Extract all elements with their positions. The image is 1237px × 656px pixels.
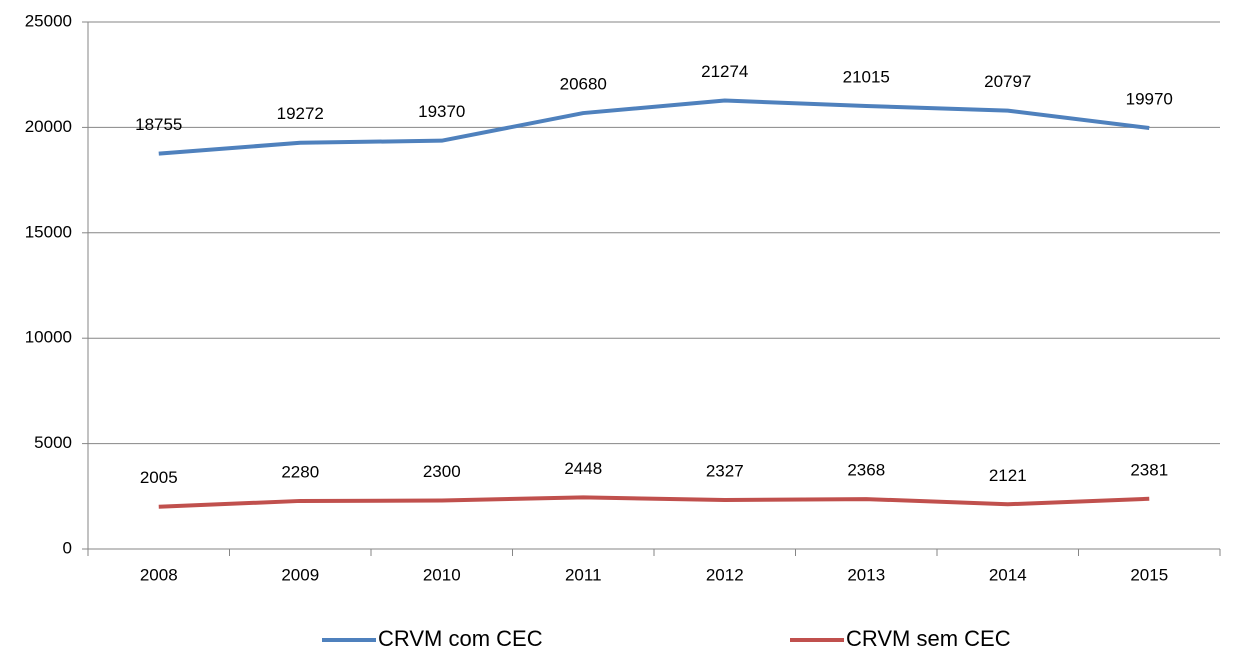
y-tick-label: 15000 (25, 222, 72, 241)
data-label: 2121 (989, 466, 1027, 485)
x-tick-label: 2015 (1130, 565, 1168, 584)
data-label: 2280 (281, 462, 319, 481)
data-label: 2448 (564, 459, 602, 478)
legend-label: CRVM com CEC (378, 626, 543, 651)
legend-label: CRVM sem CEC (846, 626, 1011, 651)
series-line (158, 495, 1150, 509)
y-tick-label: 10000 (25, 328, 72, 347)
x-tick-label: 2009 (281, 565, 319, 584)
data-label: 2327 (706, 461, 744, 480)
series-line (158, 98, 1150, 156)
x-tick-label: 2010 (423, 565, 461, 584)
data-label: 2368 (847, 461, 885, 480)
data-label: 21274 (701, 62, 748, 81)
data-label: 2005 (140, 468, 178, 487)
x-tick-label: 2012 (706, 565, 744, 584)
data-label: 20680 (560, 75, 607, 94)
y-tick-label: 5000 (34, 433, 72, 452)
data-label: 21015 (843, 67, 890, 86)
y-tick-label: 0 (63, 538, 72, 557)
data-label: 19272 (277, 104, 324, 123)
x-tick-label: 2008 (140, 565, 178, 584)
y-tick-label: 20000 (25, 117, 72, 136)
x-tick-label: 2014 (989, 565, 1027, 584)
x-tick-label: 2013 (847, 565, 885, 584)
data-label: 20797 (984, 72, 1031, 91)
x-tick-label: 2011 (565, 565, 602, 584)
y-tick-label: 25000 (25, 11, 72, 30)
data-label: 18755 (135, 115, 182, 134)
data-label: 2300 (423, 462, 461, 481)
data-label: 2381 (1130, 460, 1168, 479)
data-label: 19970 (1126, 90, 1173, 109)
data-label: 19370 (418, 102, 465, 121)
